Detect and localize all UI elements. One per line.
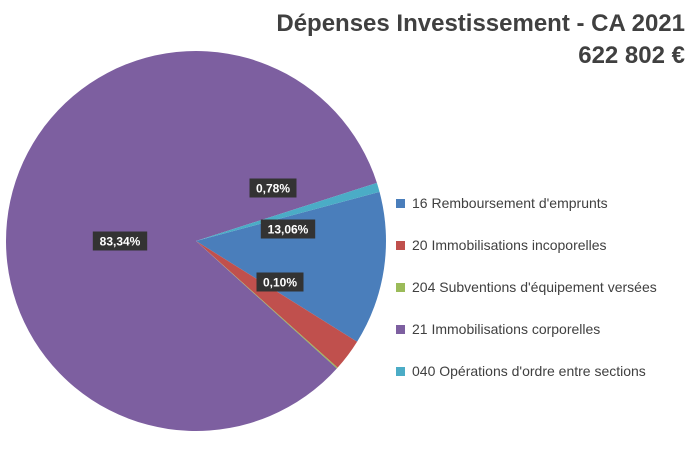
legend-item-040: 040 Opérations d'ordre entre sections	[396, 350, 657, 392]
data-label-background	[260, 219, 316, 239]
legend-label: 16 Remboursement d'emprunts	[412, 195, 608, 211]
legend-label: 21 Immobilisations corporelles	[412, 321, 601, 337]
chart-title: Dépenses Investissement - CA 2021	[276, 10, 685, 37]
data-label-text: 0,10%	[263, 276, 297, 290]
chart-legend: 16 Remboursement d'emprunts 20 Immobilis…	[396, 182, 657, 392]
legend-swatch	[396, 198, 405, 208]
pie-slice-20-immobilisations-incoporelles	[196, 241, 358, 368]
legend-swatch	[396, 282, 405, 292]
data-label-16-remboursement-d-emprunts: 13,06%	[260, 219, 316, 239]
chart-title-block: Dépenses Investissement - CA 2021 622 80…	[276, 8, 685, 72]
pie-slice-040-operations-d-ordre-entre-sections	[196, 182, 380, 241]
legend-item-16: 16 Remboursement d'emprunts	[396, 182, 657, 224]
pie-slice-204-subventions-d-equipement-versees	[196, 241, 338, 369]
data-label-background	[256, 272, 304, 292]
data-label-background	[249, 178, 297, 198]
chart-total: 622 802 €	[578, 42, 685, 69]
data-label-text: 0,78%	[256, 182, 290, 196]
legend-swatch	[396, 366, 405, 376]
data-label-040-operations-d-ordre-entre-sections: 0,78%	[249, 178, 297, 198]
pie-slice-16-remboursement-d-emprunts	[196, 191, 387, 342]
legend-swatch	[396, 324, 405, 334]
data-label-204-subventions-d-equipement-versees: 0,10%	[256, 272, 304, 292]
legend-item-20: 20 Immobilisations incoporelles	[396, 224, 657, 266]
legend-label: 204 Subventions d'équipement versées	[412, 279, 657, 295]
data-label-background	[92, 231, 148, 251]
data-label-text: 13,06%	[268, 223, 309, 237]
pie-slice-21-immobilisations-corporelles	[6, 50, 377, 431]
legend-item-21: 21 Immobilisations corporelles	[396, 308, 657, 350]
legend-swatch	[396, 240, 405, 250]
data-label-21-immobilisations-corporelles: 83,34%	[92, 231, 148, 251]
legend-item-204: 204 Subventions d'équipement versées	[396, 266, 657, 308]
data-label-text: 83,34%	[100, 235, 141, 249]
legend-label: 040 Opérations d'ordre entre sections	[412, 363, 646, 379]
legend-label: 20 Immobilisations incoporelles	[412, 237, 607, 253]
